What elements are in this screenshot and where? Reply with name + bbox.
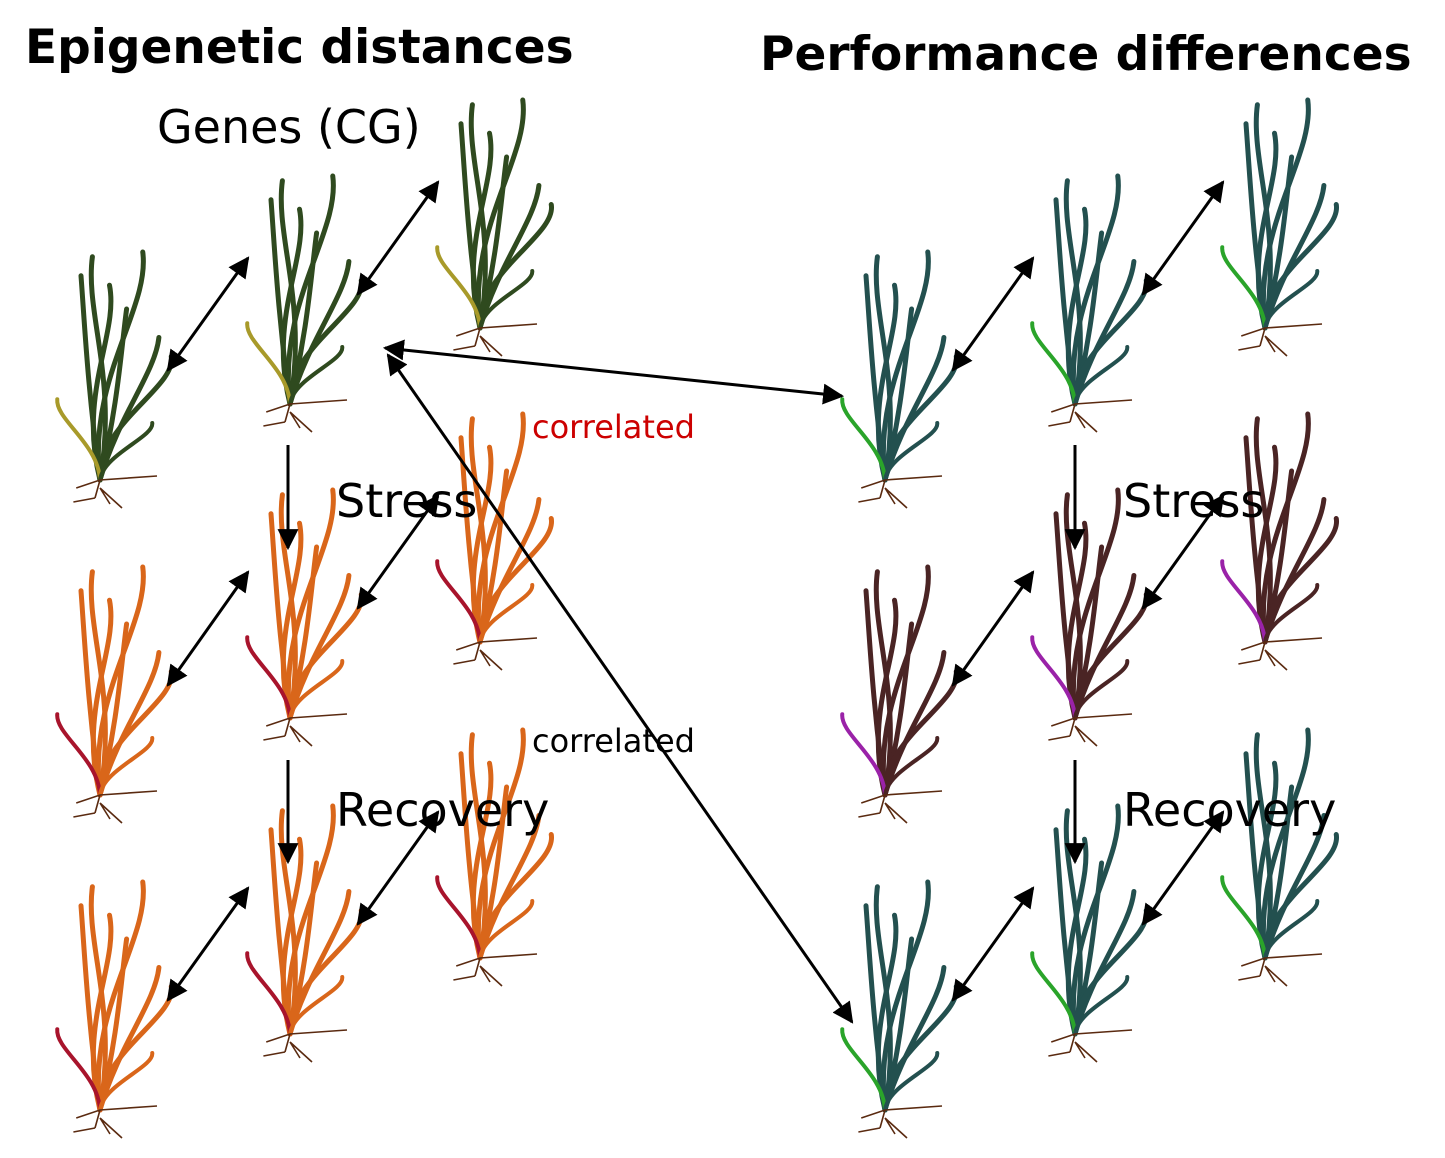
left-recovery-plant-1 <box>55 879 174 1139</box>
right-stress-pair-arrow-1 <box>951 570 1035 687</box>
left-recovery-label: Recovery <box>336 783 549 837</box>
right-recovery-plant-3 <box>1220 727 1339 987</box>
right-control-plant-3 <box>1220 97 1339 357</box>
plants-group <box>55 97 1339 1139</box>
right-stress-plant-2 <box>1030 487 1149 747</box>
right-control-pair-arrow-1 <box>951 256 1035 372</box>
left-control-pair-arrow-1 <box>166 256 250 372</box>
right-stress-label: Stress <box>1123 474 1264 528</box>
left-control-plant-1 <box>55 249 174 509</box>
right-recovery-plant-1 <box>840 879 959 1139</box>
right-stress-plant-1 <box>840 564 959 824</box>
correlation-arrow-bottom <box>386 353 854 1024</box>
right-recovery-label: Recovery <box>1123 783 1336 837</box>
left-recovery-pair-arrow-1 <box>166 886 250 1002</box>
left-control-plant-3 <box>435 97 554 357</box>
right-stress-plant-3 <box>1220 411 1339 671</box>
left-recovery-plant-2 <box>245 803 364 1063</box>
left-control-pair-arrow-2 <box>356 180 440 296</box>
right-recovery-plant-2 <box>1030 803 1149 1063</box>
left-control-plant-2 <box>245 173 364 433</box>
left-stress-pair-arrow-1 <box>166 570 250 687</box>
right-recovery-pair-arrow-1 <box>951 886 1035 1002</box>
right-control-plant-2 <box>1030 173 1149 433</box>
correlated-label-top: correlated <box>532 408 695 446</box>
left-title: Epigenetic distances <box>25 20 574 75</box>
right-control-plant-1 <box>840 249 959 509</box>
right-stress-pair-arrow-2 <box>1141 494 1225 610</box>
left-recovery-plant-3 <box>435 727 554 987</box>
correlated-label-bottom: correlated <box>532 722 695 760</box>
left-stress-label: Stress <box>336 474 477 528</box>
correlation-arrow-top <box>382 339 845 405</box>
right-recovery-pair-arrow-2 <box>1141 810 1225 926</box>
right-title: Performance differences <box>760 27 1412 82</box>
left-stress-plant-2 <box>245 487 364 747</box>
subtitle-genes: Genes (CG) <box>157 100 421 154</box>
left-stress-plant-1 <box>55 564 174 824</box>
right-control-pair-arrow-2 <box>1141 180 1225 296</box>
